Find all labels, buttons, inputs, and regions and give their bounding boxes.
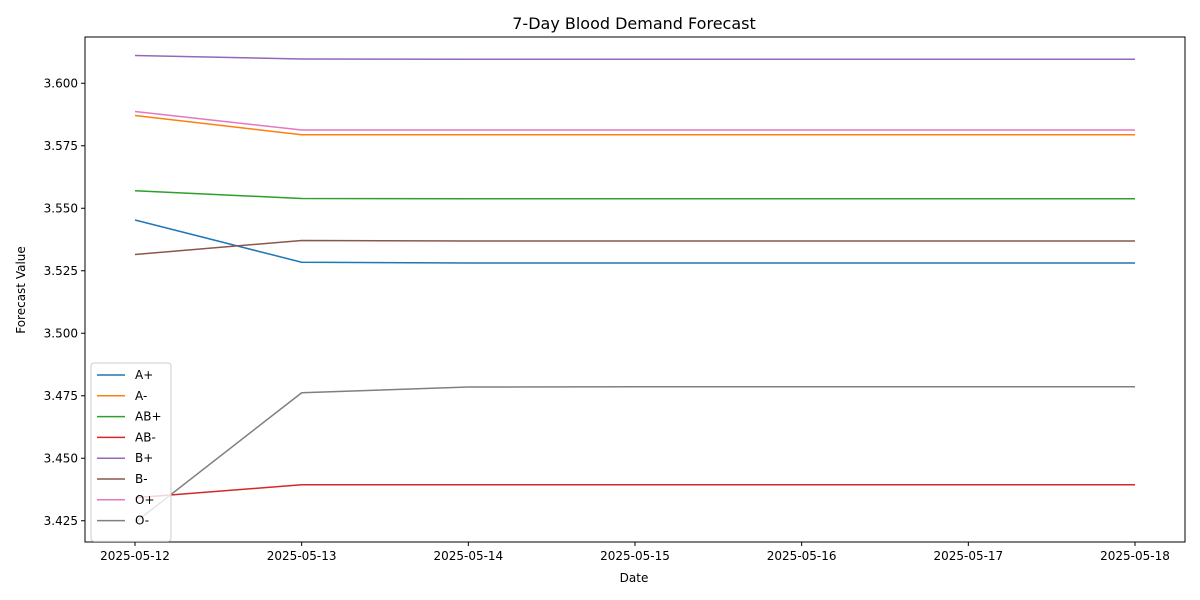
x-tick-label: 2025-05-15 [600,549,670,563]
y-tick-label: 3.525 [44,264,78,278]
x-tick-label: 2025-05-13 [267,549,337,563]
legend-label-AB+: AB+ [135,410,162,424]
series-line-B- [134,239,1135,256]
y-tick-label: 3.475 [44,389,78,403]
legend-label-A-: A- [135,389,147,403]
legend-box [90,362,172,542]
x-axis-title: Date [620,571,649,585]
x-tick-label: 2025-05-16 [767,549,837,563]
x-tick-label: 2025-05-12 [100,549,170,563]
legend-label-B-: B- [135,472,148,486]
legend-label-O+: O+ [135,493,155,507]
series-line-O- [134,386,1135,524]
series-line-AB+ [134,190,1135,200]
plot-area [134,54,1135,524]
y-axis-title: Forecast Value [14,246,28,334]
series-line-A- [134,114,1135,136]
y-tick-label: 3.425 [44,514,78,528]
legend-label-A+: A+ [135,368,153,382]
legend-label-AB-: AB- [135,430,156,444]
y-tick-label: 3.450 [44,451,78,465]
x-tick-label: 2025-05-17 [933,549,1003,563]
x-tick-label: 2025-05-14 [433,549,503,563]
y-tick-label: 3.500 [44,326,78,340]
x-tick-label: 2025-05-18 [1100,549,1170,563]
series-line-A+ [134,219,1135,264]
y-axis: 3.425 3.450 3.475 3.500 3.525 3.550 3.575 3.600 [44,76,85,528]
series-line-B+ [134,54,1135,60]
y-tick-label: 3.575 [44,139,78,153]
plot-frame [84,36,1186,543]
y-tick-label: 3.550 [44,201,78,215]
series-line-AB- [134,484,1135,499]
series-line-O+ [134,110,1135,131]
y-tick-label: 3.600 [44,76,78,90]
chart-title: 7-Day Blood Demand Forecast [512,14,756,33]
legend: A+ A- AB+ AB- B+ B- O+ O- [90,362,172,542]
legend-label-B+: B+ [135,451,153,465]
legend-label-O-: O- [135,514,149,528]
x-axis: 2025-05-12 2025-05-13 2025-05-14 2025-05-15… [100,542,1170,563]
